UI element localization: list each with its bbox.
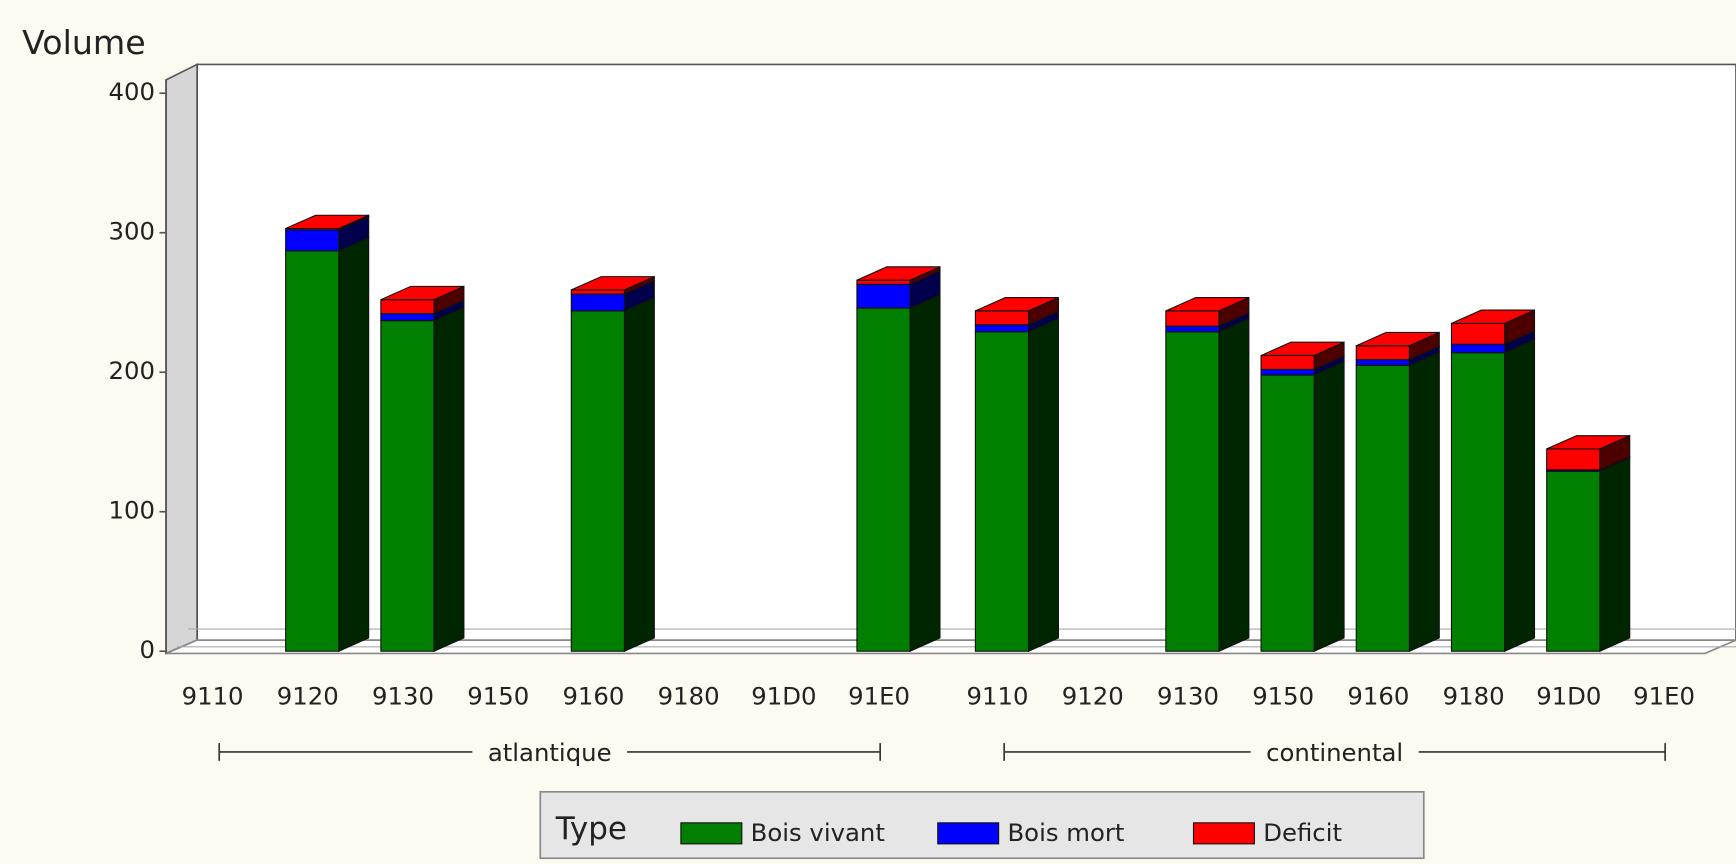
legend-swatch <box>937 822 1000 845</box>
bar-segment <box>1355 364 1410 652</box>
x-tick-label: 9120 <box>277 682 339 711</box>
x-tick-label: 9110 <box>967 682 1029 711</box>
bar-segment <box>1450 352 1506 652</box>
y-axis-title: Volume <box>22 23 146 62</box>
bar-segment <box>1260 354 1315 370</box>
legend-title: Type <box>555 811 627 847</box>
bar-segment <box>974 331 1030 652</box>
bar-segment <box>856 283 911 309</box>
bar-segment <box>1450 322 1506 345</box>
group-label: continental <box>1266 738 1403 767</box>
bar-side <box>909 293 941 653</box>
bar-segment <box>974 324 1030 333</box>
bar-segment <box>570 293 625 312</box>
bar-side <box>338 236 370 653</box>
legend-label: Bois mort <box>1008 818 1125 847</box>
bar-top <box>1260 341 1345 357</box>
x-tick-label: 9130 <box>1157 682 1219 711</box>
bar-top <box>856 266 941 281</box>
bar-segment <box>285 229 340 252</box>
bar-segment <box>570 310 625 652</box>
bar-side <box>623 296 655 653</box>
bar-top <box>1165 296 1250 312</box>
bar-segment <box>1165 325 1220 333</box>
bar-side <box>1218 317 1250 653</box>
bar-segment <box>1546 448 1601 471</box>
bar-top <box>1356 331 1440 347</box>
bar-segment <box>1355 345 1410 361</box>
bar-top <box>285 214 369 230</box>
legend-label: Deficit <box>1263 818 1342 847</box>
x-tick-label: 9160 <box>562 682 624 711</box>
bar-side <box>1599 457 1631 653</box>
bar-top <box>571 276 655 291</box>
bar-segment <box>1260 374 1315 652</box>
bar-side <box>1408 351 1440 653</box>
bar-side <box>1027 317 1059 653</box>
bar-top <box>975 296 1059 312</box>
group-label: atlantique <box>488 738 612 767</box>
bar-segment <box>856 307 911 652</box>
bar-segment <box>1546 470 1601 652</box>
y-tick-label: 300 <box>109 217 155 246</box>
bar-segment <box>1260 368 1315 376</box>
legend-swatch <box>1192 822 1255 845</box>
bar-segment <box>974 310 1030 326</box>
bar-side <box>1504 338 1536 653</box>
x-tick-label: 9180 <box>658 682 720 711</box>
bar-segment <box>1450 343 1506 354</box>
bar-segment <box>380 299 435 315</box>
x-tick-label: 91D0 <box>751 682 816 711</box>
x-tick-label: 91E0 <box>848 682 910 711</box>
x-tick-label: 91D0 <box>1536 682 1601 711</box>
bar-segment <box>1165 331 1220 652</box>
legend-swatch <box>680 822 743 845</box>
x-tick-label: 9130 <box>372 682 434 711</box>
x-tick-label: 9110 <box>182 682 244 711</box>
x-tick-label: 9180 <box>1443 682 1505 711</box>
y-tick-label: 400 <box>109 77 155 106</box>
bar-segment <box>380 320 435 652</box>
x-tick-label: 91E0 <box>1633 682 1695 711</box>
y-tick-label: 200 <box>109 356 155 385</box>
bar-segment <box>285 250 340 652</box>
bar-segment <box>856 279 911 285</box>
x-tick-label: 9120 <box>1062 682 1124 711</box>
bar-side <box>433 306 465 653</box>
bar-top <box>1546 435 1630 450</box>
bar-top <box>1451 309 1535 324</box>
x-tick-label: 9150 <box>467 682 529 711</box>
x-tick-label: 9160 <box>1347 682 1409 711</box>
bar-top <box>380 285 465 301</box>
bar-side <box>1313 360 1345 653</box>
bar-segment <box>1165 310 1220 327</box>
y-tick-label: 100 <box>109 496 155 525</box>
y-tick-label: 0 <box>140 635 156 664</box>
legend-label: Bois vivant <box>751 818 885 847</box>
bar-segment <box>380 313 435 322</box>
bar-segment <box>1355 359 1410 366</box>
bar-segment <box>570 289 625 295</box>
side-wall <box>165 63 198 655</box>
x-tick-label: 9150 <box>1252 682 1314 711</box>
